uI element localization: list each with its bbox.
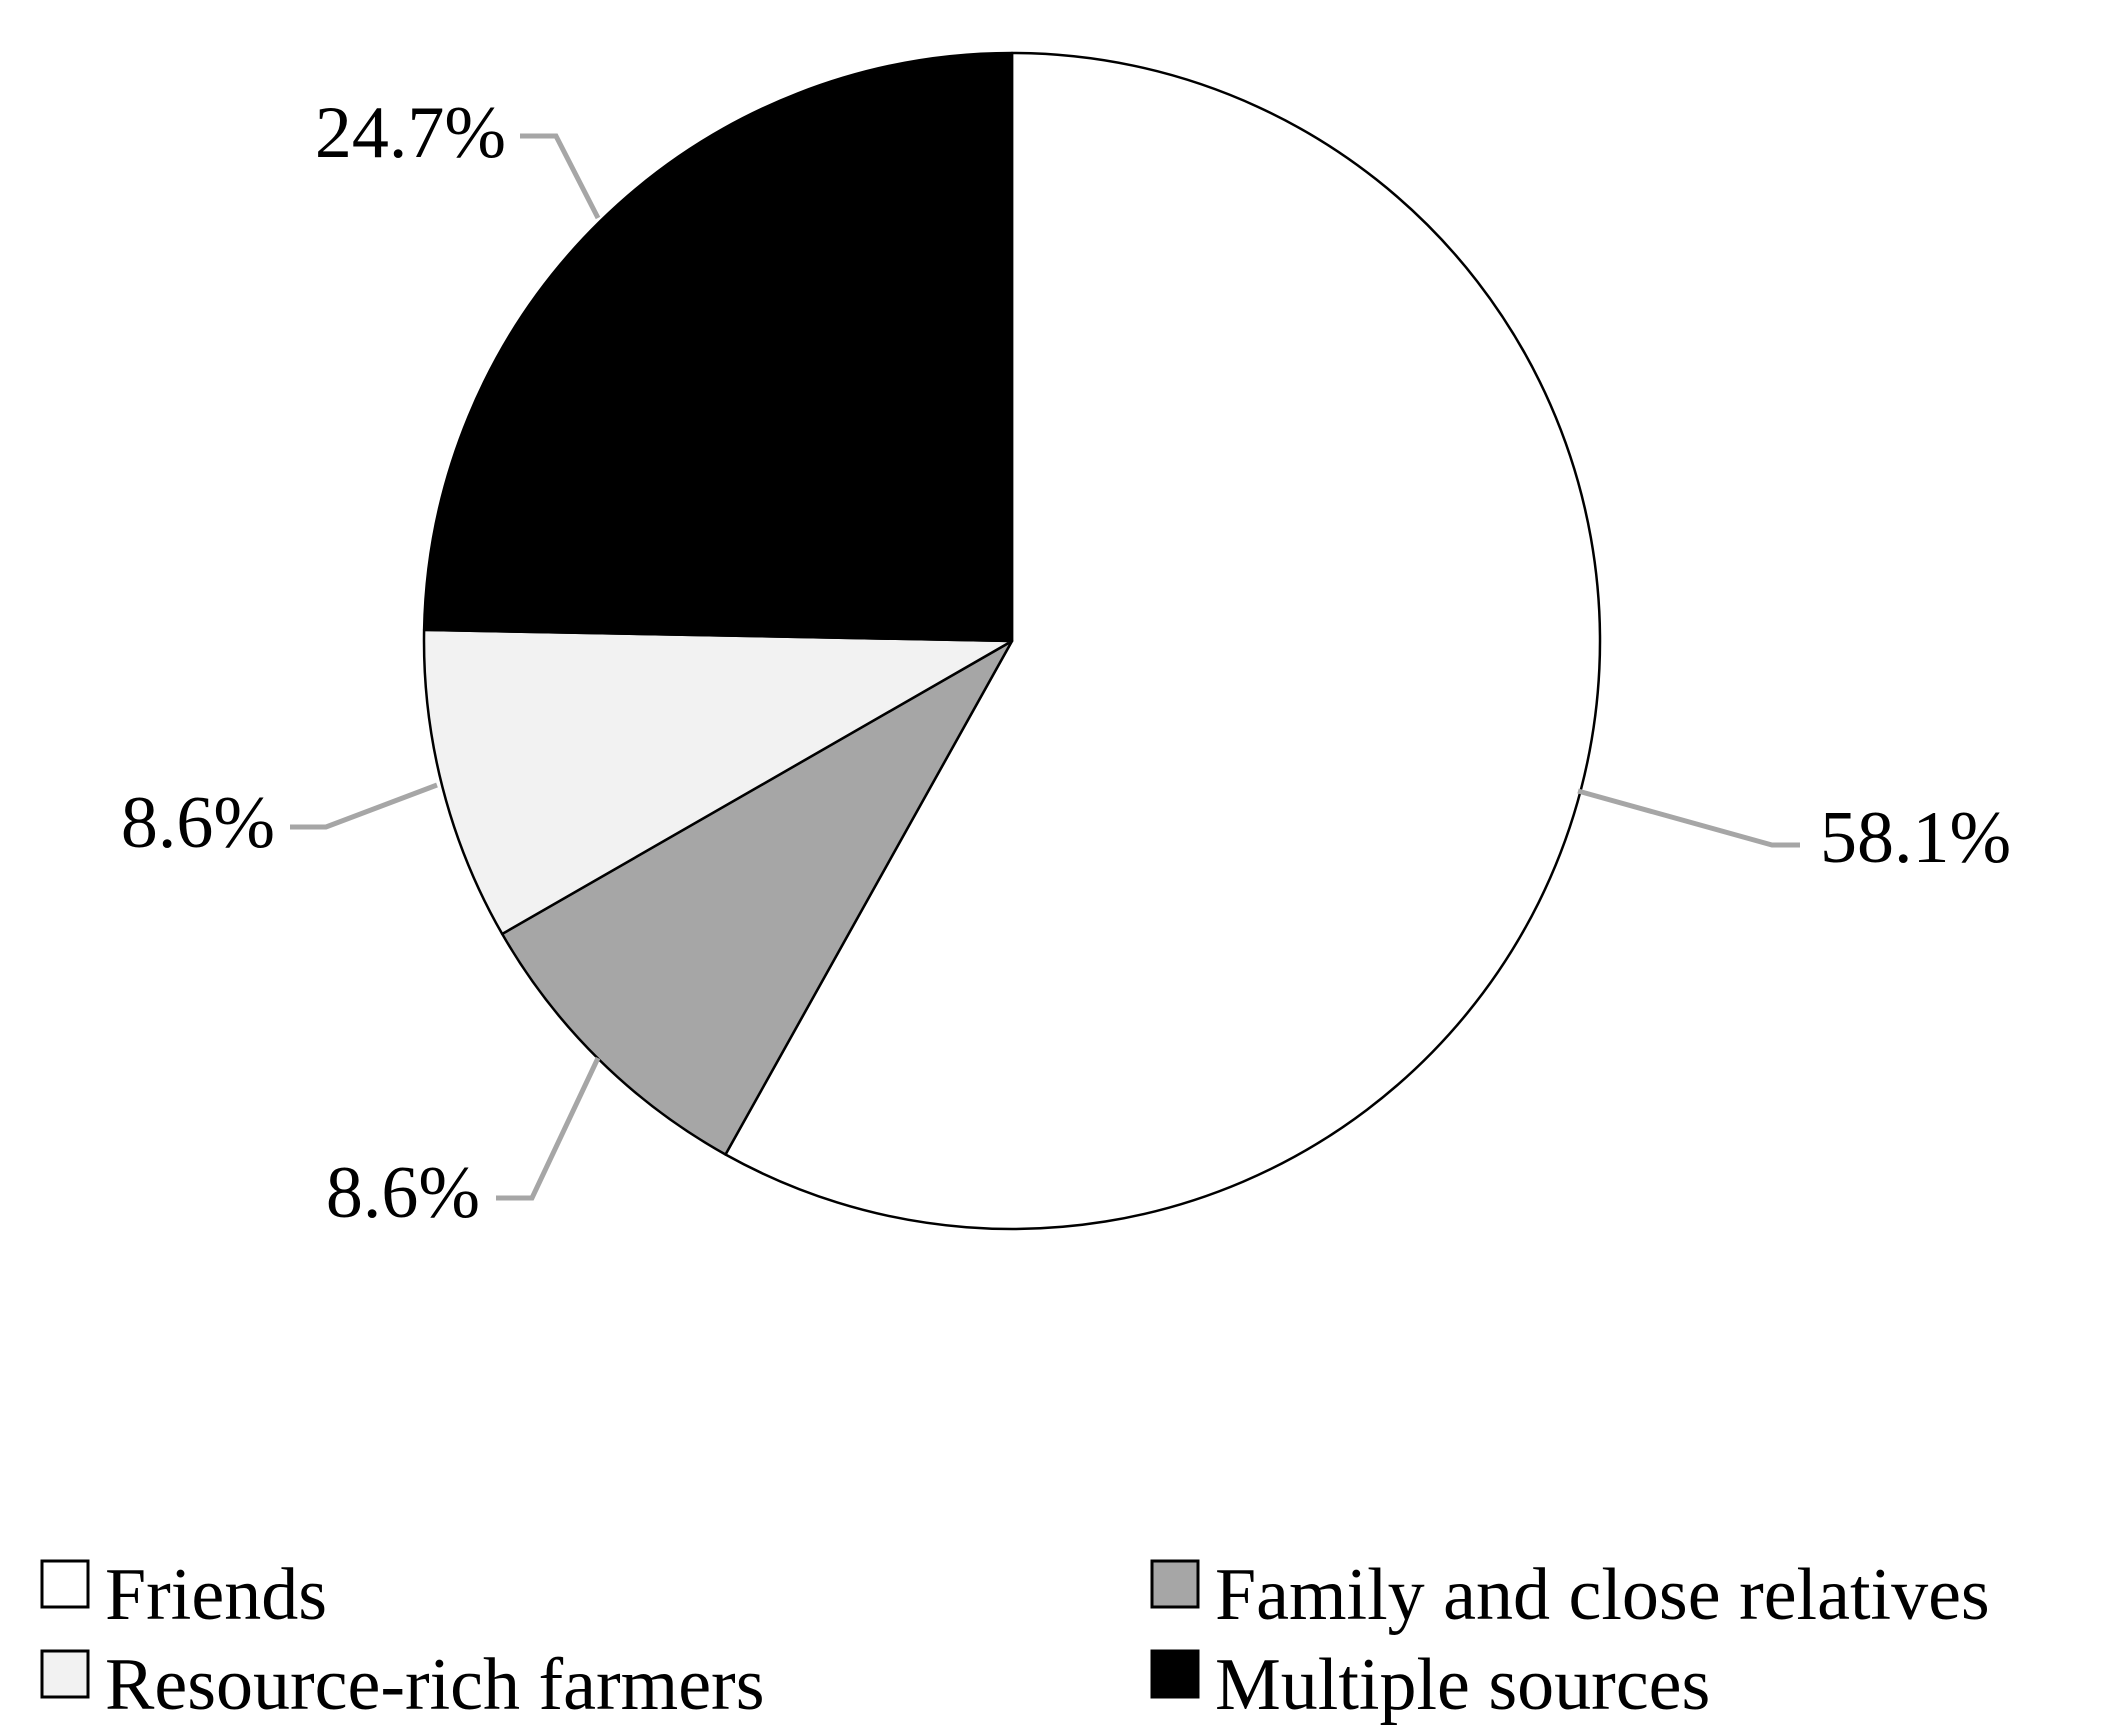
data-label-friends: 58.1% (1820, 797, 2011, 879)
pie-slices (422, 51, 1602, 1231)
leader-line-family-and-close-relatives (496, 1056, 601, 1201)
pie-slice-friends (724, 51, 1602, 1231)
legend-swatch-friends (40, 1559, 90, 1609)
data-labels: 58.1% 8.6% 8.6% 24.7% (121, 92, 2011, 1234)
legend-swatch-resource-rich-farmers (40, 1649, 90, 1699)
legend-label-family-and-close-relatives: Family and close relatives (1215, 1554, 1990, 1636)
legend: Friends Family and close relatives Resourc… (40, 1554, 1990, 1726)
data-label-family-and-close-relatives: 8.6% (326, 1152, 480, 1234)
legend-label-resource-rich-farmers: Resource-rich farmers (105, 1644, 765, 1726)
leader-lines (290, 133, 1800, 1201)
legend-swatch-family-and-close-relatives (1150, 1559, 1200, 1609)
pie-slice-multiple-sources (422, 51, 1014, 643)
pie-slice-resource-rich-farmers (422, 628, 1014, 936)
leader-line-multiple-sources (520, 133, 601, 220)
leader-line-resource-rich-farmers (290, 782, 438, 830)
data-label-resource-rich-farmers: 8.6% (121, 782, 275, 864)
legend-swatch-multiple-sources (1150, 1649, 1200, 1699)
leader-line-friends (1577, 788, 1800, 848)
data-label-multiple-sources: 24.7% (315, 92, 506, 174)
legend-label-multiple-sources: Multiple sources (1215, 1644, 1710, 1726)
legend-label-friends: Friends (105, 1554, 327, 1636)
